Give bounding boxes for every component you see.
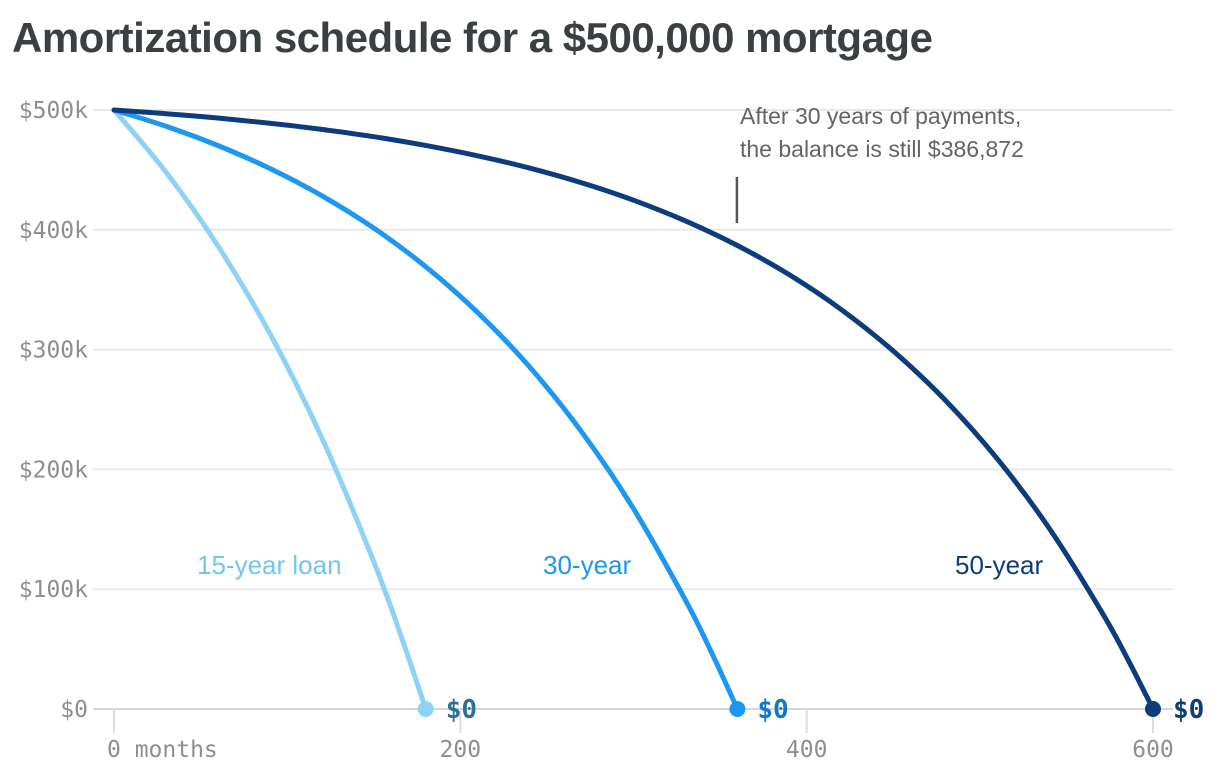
x-axis-label: 0 months	[107, 737, 218, 763]
x-axis-label: 600	[1132, 737, 1174, 763]
series-name-label: 30-year	[543, 550, 631, 580]
y-axis-label: $300k	[19, 338, 88, 364]
series-end-value-label: $0	[757, 695, 788, 725]
y-axis-label: $200k	[19, 457, 88, 483]
x-axis-label: 200	[440, 737, 482, 763]
annotation-line-2: the balance is still $386,872	[740, 136, 1024, 162]
series-name-label: 15-year loan	[197, 550, 342, 580]
series-line-15-year-loan	[111, 107, 429, 712]
series-name-label: 50-year	[955, 550, 1043, 580]
annotation: After 30 years of payments, the balance …	[740, 100, 1024, 166]
series-end-value-label: $0	[446, 695, 477, 725]
series-end-dot-15-year-loan	[417, 701, 434, 717]
y-axis-label: $0	[60, 697, 88, 723]
series-end-dot-50-year	[1145, 701, 1161, 717]
chart-title: Amortization schedule for a $500,000 mor…	[12, 14, 933, 61]
x-axis-label: 400	[786, 737, 828, 763]
y-axis-label: $100k	[19, 577, 88, 603]
y-axis-label: $500k	[19, 98, 88, 124]
annotation-line-1: After 30 years of payments,	[740, 103, 1022, 129]
series-end-value-label: $0	[1173, 695, 1204, 725]
series-line-50-year	[111, 107, 1156, 712]
series-end-dot-30-year	[729, 701, 746, 717]
y-axis-label: $400k	[19, 218, 88, 244]
series-line-30-year	[111, 107, 740, 712]
